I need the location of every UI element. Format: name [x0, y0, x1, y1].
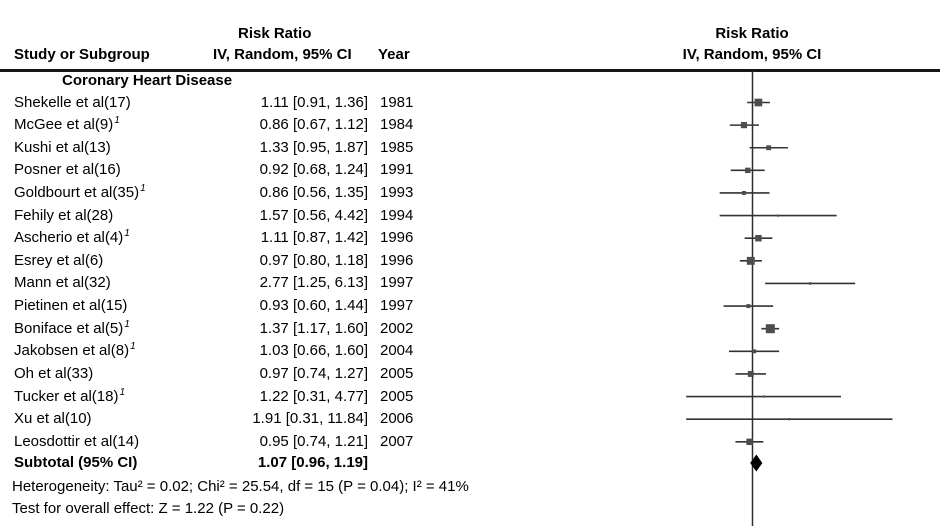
study-name: Ascherio et al(4)1 — [14, 228, 130, 247]
study-year: 2006 — [380, 410, 414, 428]
study-year: 1993 — [380, 183, 414, 201]
effect-marker — [746, 256, 755, 265]
year-column-header: Year — [378, 46, 410, 63]
footnote-marker: 1 — [124, 228, 130, 240]
effect-estimate: 0.95 [0.74, 1.21] — [259, 432, 368, 450]
effect-marker — [747, 370, 754, 377]
effect-marker — [752, 349, 757, 354]
effect-estimate: 1.03 [0.66, 1.60] — [259, 342, 368, 360]
footnote-marker: 1 — [114, 115, 120, 127]
study-name: Jakobsen et al(8)1 — [14, 341, 136, 360]
study-name: Goldbourt et al(35)1 — [14, 182, 146, 201]
effect-marker — [754, 98, 763, 107]
effect-marker — [762, 395, 765, 398]
study-name: Pietinen et al(15) — [14, 297, 128, 315]
effect-marker — [745, 167, 751, 174]
effect-marker — [741, 191, 746, 195]
effect-marker — [740, 122, 748, 129]
effect-estimate: 0.86 [0.56, 1.35] — [259, 183, 368, 201]
study-year: 2007 — [380, 432, 414, 450]
study-name: Posner et al(16) — [14, 161, 121, 179]
study-year: 1991 — [380, 161, 414, 179]
effect-marker — [746, 438, 753, 446]
effect-marker — [765, 324, 775, 334]
study-name: Tucker et al(18)1 — [14, 386, 126, 405]
study-name: Mann et al(32) — [14, 274, 111, 292]
effect-estimate: 0.97 [0.80, 1.18] — [259, 251, 368, 269]
study-name: Leosdottir et al(14) — [14, 432, 140, 450]
effect-marker — [788, 418, 791, 421]
plot-column-title: Risk Ratio — [715, 25, 789, 42]
plot-column-subtitle: IV, Random, 95% CI — [682, 46, 822, 63]
heterogeneity-stats: Heterogeneity: Tau² = 0.02; Chi² = 25.54… — [12, 478, 469, 495]
effect-estimate: 1.33 [0.95, 1.87] — [259, 138, 368, 156]
study-name: Shekelle et al(17) — [14, 93, 131, 111]
study-year: 1996 — [380, 251, 414, 269]
effect-marker — [755, 235, 762, 242]
effect-estimate: 1.91 [0.31, 11.84] — [252, 410, 368, 428]
footnote-marker: 1 — [124, 318, 130, 330]
effect-estimate: 1.11 [0.87, 1.42] — [260, 229, 368, 247]
study-year: 2004 — [380, 342, 414, 360]
effect-estimate: 0.97 [0.74, 1.27] — [259, 364, 368, 382]
study-name: Xu et al(10) — [14, 410, 92, 428]
study-year: 1994 — [380, 206, 414, 224]
study-year: 2002 — [380, 319, 414, 337]
effect-marker — [746, 304, 751, 309]
subtotal-label: Subtotal (95% CI) — [14, 454, 138, 471]
study-column-header: Study or Subgroup — [14, 46, 150, 63]
study-year: 2005 — [380, 364, 414, 382]
effect-estimate: 2.77 [1.25, 6.13] — [259, 274, 368, 292]
study-year: 1997 — [380, 274, 414, 292]
left-effect-column-subtitle: IV, Random, 95% CI — [213, 46, 352, 63]
subtotal-estimate: 1.07 [0.96, 1.19] — [257, 454, 368, 471]
overall-effect-test: Test for overall effect: Z = 1.22 (P = 0… — [12, 500, 285, 517]
effect-estimate: 1.57 [0.56, 4.42] — [259, 206, 368, 224]
footnote-marker: 1 — [119, 386, 126, 398]
effect-marker — [776, 214, 780, 217]
study-year: 1996 — [380, 229, 414, 247]
study-name: Esrey et al(6) — [14, 251, 104, 269]
study-year: 2005 — [380, 387, 414, 405]
subgroup-label: Coronary Heart Disease — [62, 72, 233, 89]
effect-marker — [766, 145, 772, 151]
study-name: Fehily et al(28) — [14, 206, 114, 224]
effect-estimate: 1.11 [0.91, 1.36] — [260, 93, 368, 111]
header-rule — [0, 69, 940, 72]
effect-estimate: 0.93 [0.60, 1.44] — [259, 297, 368, 315]
effect-estimate: 1.37 [1.17, 1.60] — [259, 319, 368, 337]
study-name: Kushi et al(13) — [14, 138, 111, 156]
study-year: 1997 — [380, 297, 414, 315]
pooled-diamond — [750, 454, 763, 472]
effect-estimate: 0.92 [0.68, 1.24] — [259, 161, 368, 179]
study-year: 1985 — [380, 138, 414, 156]
study-name: McGee et al(9)1 — [14, 115, 120, 134]
study-year: 1981 — [380, 93, 414, 111]
footnote-marker: 1 — [140, 182, 146, 194]
study-name: Boniface et al(5)1 — [14, 318, 130, 337]
effect-marker — [808, 282, 812, 285]
effect-estimate: 0.86 [0.67, 1.12] — [259, 116, 368, 134]
footnote-marker: 1 — [130, 341, 136, 353]
left-effect-column-title: Risk Ratio — [238, 25, 312, 42]
study-year: 1984 — [380, 116, 414, 134]
study-name: Oh et al(33) — [14, 364, 94, 382]
effect-estimate: 1.22 [0.31, 4.77] — [259, 387, 368, 405]
